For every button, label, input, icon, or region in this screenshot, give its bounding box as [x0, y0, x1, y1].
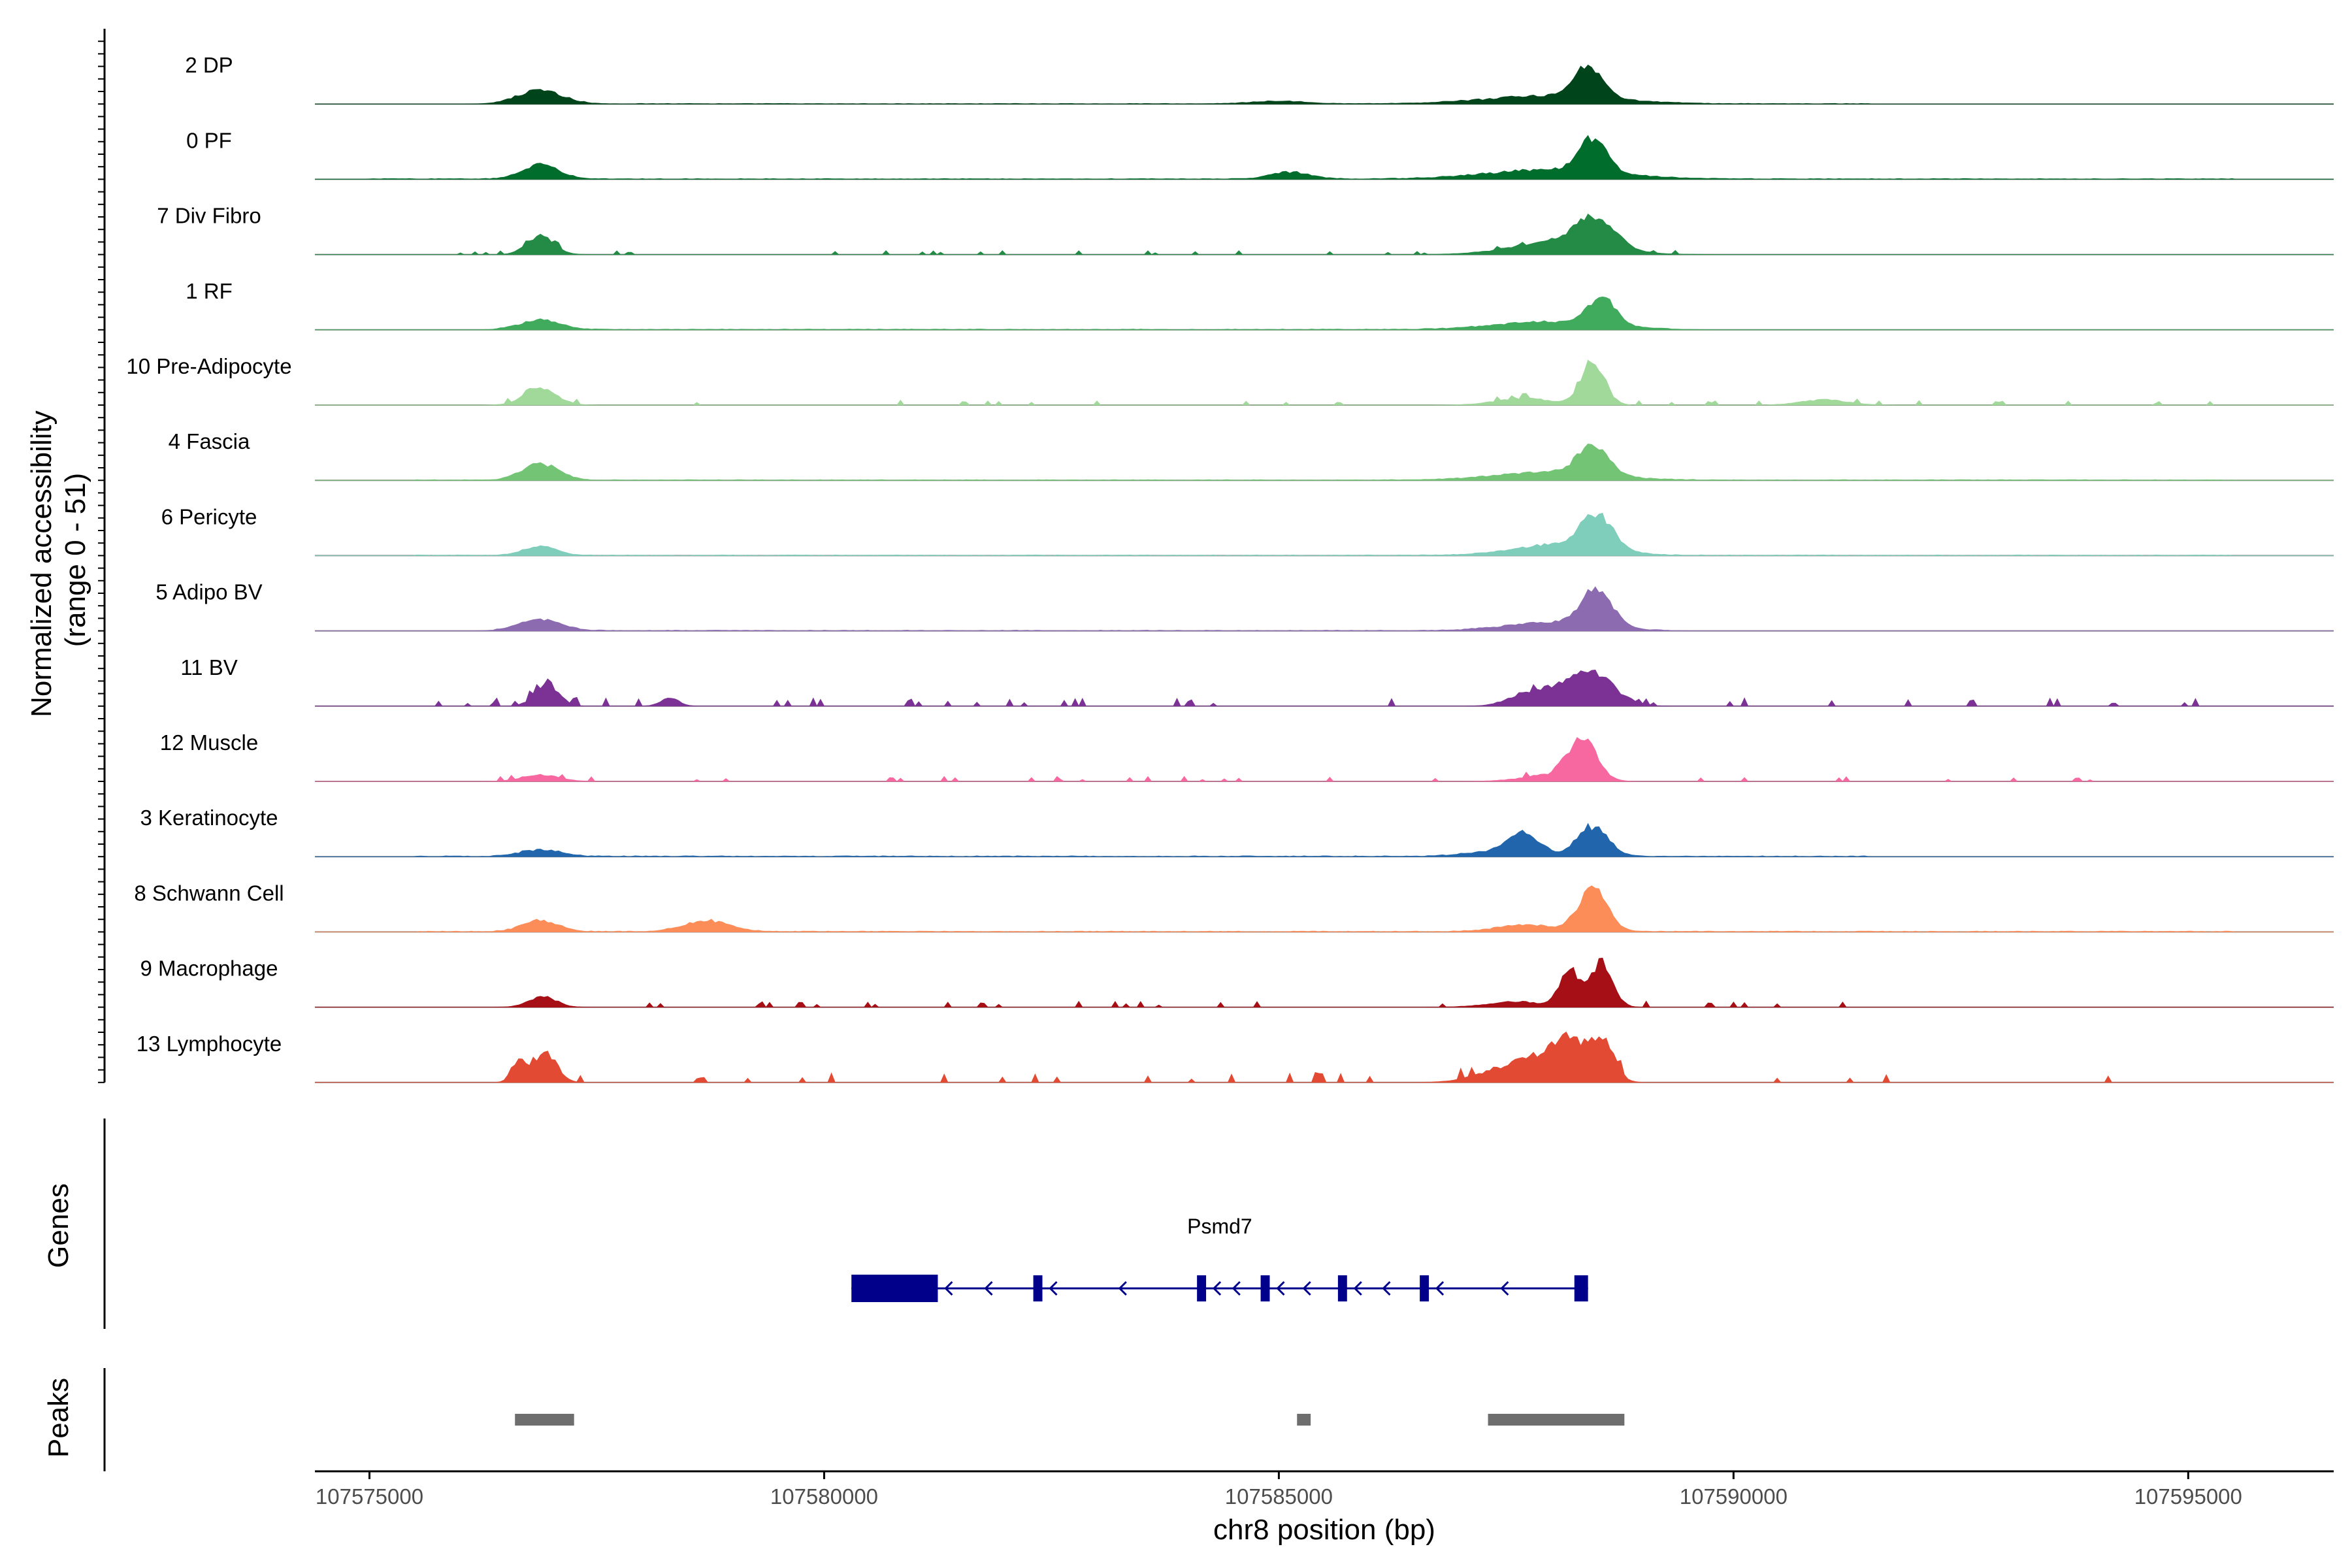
strand-arrow — [1353, 1281, 1362, 1296]
peak-region — [1488, 1414, 1625, 1426]
track-7-div-fibro: 7 Div Fibro — [157, 204, 2334, 255]
strand-arrow — [1049, 1281, 1058, 1296]
x-tick-label: 107580000 — [770, 1484, 878, 1509]
track-label: 5 Adipo BV — [155, 580, 262, 604]
x-tick-label: 107575000 — [316, 1484, 423, 1509]
gene-exon — [851, 1275, 938, 1302]
track-label: 9 Macrophage — [140, 956, 278, 981]
track-0-pf: 0 PF — [186, 128, 2334, 180]
gene-exon — [1337, 1275, 1347, 1301]
strand-arrow — [944, 1281, 953, 1296]
track-3-keratinocyte: 3 Keratinocyte — [140, 806, 2334, 858]
track-label: 0 PF — [186, 128, 232, 152]
coverage-area — [315, 957, 2334, 1008]
gene-annotation: Psmd7 — [851, 1215, 1588, 1302]
track-label: 11 BV — [180, 655, 237, 679]
track-label: 7 Div Fibro — [157, 204, 261, 228]
coverage-area — [315, 64, 2334, 105]
track-1-rf: 1 RF — [186, 279, 2334, 331]
track-12-muscle: 12 Muscle — [160, 730, 2334, 782]
track-label: 4 Fascia — [169, 429, 250, 453]
genes-track-title: Genes — [42, 1183, 74, 1268]
gene-label: Psmd7 — [1187, 1215, 1252, 1238]
gene-exon — [1033, 1275, 1043, 1301]
x-tick-label: 107595000 — [2134, 1484, 2242, 1509]
peak-regions — [515, 1414, 1625, 1426]
coverage-area — [315, 213, 2334, 255]
gene-exon — [1420, 1275, 1429, 1301]
track-9-macrophage: 9 Macrophage — [140, 956, 2334, 1008]
peak-region — [515, 1414, 574, 1426]
track-8-schwann-cell: 8 Schwann Cell — [134, 881, 2334, 933]
strand-arrow — [1232, 1281, 1241, 1296]
strand-arrow — [1276, 1281, 1285, 1296]
track-label: 8 Schwann Cell — [134, 881, 284, 905]
strand-arrow — [1435, 1281, 1445, 1296]
peak-region — [1297, 1414, 1311, 1426]
track-4-fascia: 4 Fascia — [169, 429, 2334, 482]
gene-exon — [1574, 1275, 1588, 1301]
track-label: 1 RF — [186, 279, 233, 303]
coverage-area — [315, 669, 2334, 707]
strand-arrow — [1118, 1281, 1127, 1296]
y-axis-title-line-1: Normalized accessibility — [25, 410, 57, 717]
coverage-area — [315, 359, 2334, 406]
track-11-bv: 11 BV — [180, 655, 2334, 707]
strand-arrow — [1500, 1281, 1509, 1296]
strand-arrow — [1212, 1281, 1222, 1296]
coverage-area — [315, 443, 2334, 481]
coverage-tracks: 2 DP 0 PF 7 Div Fibro 1 RF 10 Pre-Adipocyte 4… — [126, 53, 2334, 1083]
y-axis-title-line-2: (range 0 - 51) — [59, 473, 91, 647]
track-10-pre-adipocyte: 10 Pre-Adipocyte — [126, 354, 2334, 406]
coverage-y-axis — [98, 29, 106, 1083]
strand-arrow — [1382, 1281, 1391, 1296]
coverage-area — [315, 512, 2334, 556]
track-label: 2 DP — [185, 53, 233, 77]
gene-exon — [1197, 1275, 1207, 1301]
y-axis-title: Normalized accessibility (range 0 - 51) — [25, 402, 91, 717]
coverage-area — [315, 135, 2334, 180]
x-tick-label: 107590000 — [1680, 1484, 1788, 1509]
strand-arrow — [984, 1281, 993, 1296]
gene-exon — [1260, 1275, 1270, 1301]
x-axis-title: chr8 position (bp) — [1213, 1514, 1435, 1546]
track-6-pericyte: 6 Pericyte — [161, 504, 2334, 557]
track-label: 10 Pre-Adipocyte — [126, 354, 291, 378]
track-label: 6 Pericyte — [161, 504, 257, 529]
x-tick-label: 107585000 — [1225, 1484, 1333, 1509]
track-label: 12 Muscle — [160, 730, 258, 755]
track-2-dp: 2 DP — [185, 53, 2334, 105]
peaks-track-title: Peaks — [42, 1378, 74, 1458]
coverage-area — [315, 296, 2334, 331]
coverage-area — [315, 586, 2334, 632]
track-label: 3 Keratinocyte — [140, 806, 278, 830]
coverage-area — [315, 1031, 2334, 1083]
x-axis-ticks: 107575000 107580000 107585000 107590000 1075… — [316, 1471, 2242, 1509]
track-label: 13 Lymphocyte — [137, 1032, 282, 1056]
coverage-area — [315, 885, 2334, 932]
strand-arrow — [1302, 1281, 1311, 1296]
coverage-area — [315, 737, 2334, 782]
coverage-area — [315, 823, 2334, 857]
track-5-adipo-bv: 5 Adipo BV — [155, 580, 2334, 632]
track-13-lymphocyte: 13 Lymphocyte — [137, 1032, 2334, 1083]
